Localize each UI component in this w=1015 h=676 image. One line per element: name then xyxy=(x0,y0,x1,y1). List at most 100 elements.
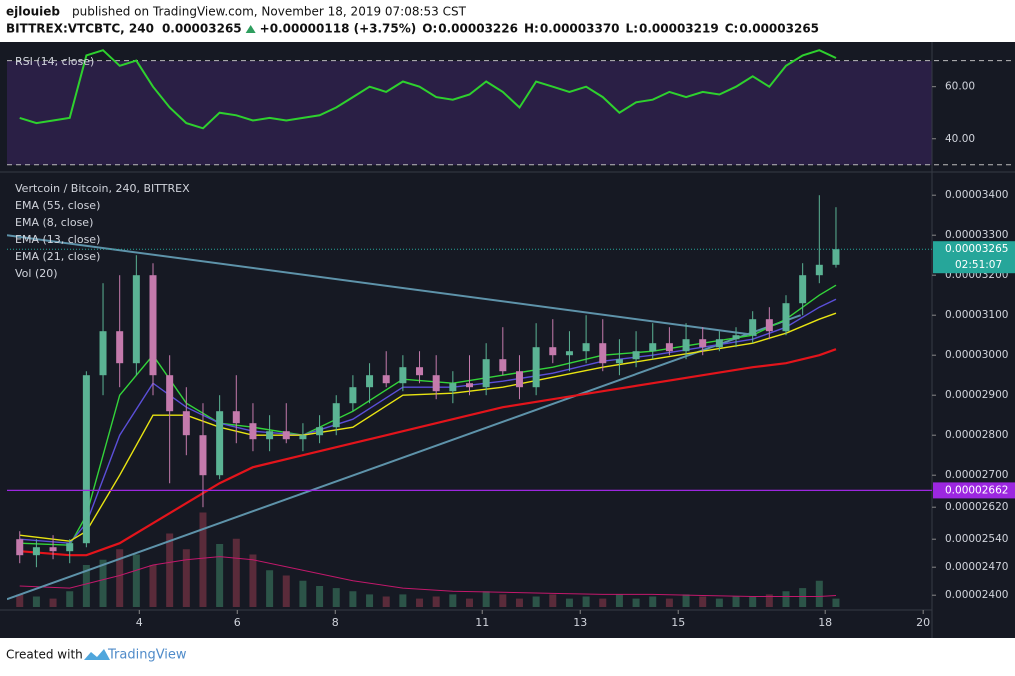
candle-body xyxy=(782,303,790,332)
candle-body xyxy=(382,375,390,384)
trendline xyxy=(7,234,757,337)
y-tick-label: 0.00003300 xyxy=(945,229,1008,241)
x-tick-label: 15 xyxy=(671,616,685,629)
volume-bar xyxy=(349,591,357,607)
candle-body xyxy=(715,339,723,348)
volume-label: Vol (20) xyxy=(15,267,58,280)
candle-body xyxy=(249,423,257,440)
ohlc-label: C: xyxy=(725,22,739,36)
candle-body xyxy=(832,249,840,265)
rsi-tick-label: 40.00 xyxy=(945,133,975,145)
y-tick-label: 0.00002800 xyxy=(945,429,1008,441)
ohlc-value: 0.00003370 xyxy=(540,22,620,36)
y-tick-label: 0.00002700 xyxy=(945,469,1008,481)
up-arrow xyxy=(245,25,256,33)
last-price: 0.00003265 xyxy=(162,22,242,36)
volume-bar xyxy=(382,596,390,607)
candle-body xyxy=(632,351,640,360)
x-tick-label: 13 xyxy=(573,616,587,629)
candle-body xyxy=(765,319,773,332)
volume-bar xyxy=(532,596,540,607)
candle-body xyxy=(682,339,690,352)
y-tick-label: 0.00002400 xyxy=(945,589,1008,601)
trendline xyxy=(7,314,802,601)
x-tick-label: 4 xyxy=(136,616,143,629)
last-price-label: 0.00003265 xyxy=(945,243,1008,255)
volume-bar xyxy=(765,594,773,607)
volume-bar xyxy=(332,588,340,607)
ema-line xyxy=(19,348,837,557)
candle-body xyxy=(66,543,74,552)
volume-bar xyxy=(482,591,490,607)
candle-body xyxy=(599,343,607,364)
ohlc-label: H: xyxy=(524,22,539,36)
rsi-tick-label: 60.00 xyxy=(945,81,975,93)
symbol: BITTREX:VTCBTC, 240 xyxy=(6,22,154,36)
volume-bar xyxy=(466,598,473,607)
volume-bar xyxy=(366,594,374,607)
volume-bar xyxy=(266,570,274,607)
candle-body xyxy=(699,339,707,348)
candle-body xyxy=(149,275,157,376)
volume-bar xyxy=(832,598,840,607)
change: +0.00000118 (+3.75%) xyxy=(260,22,417,36)
volume-bar xyxy=(116,549,124,607)
volume-bar xyxy=(216,544,224,607)
volume-bar xyxy=(199,512,207,607)
candle-body xyxy=(649,343,657,352)
rsi-line xyxy=(19,49,837,130)
published: published on TradingView.com, November 1… xyxy=(72,5,467,19)
ohlc-label: L: xyxy=(626,22,638,36)
candle-body xyxy=(732,335,740,340)
candle-body xyxy=(432,375,440,392)
volume-bar xyxy=(782,591,790,607)
volume-bar xyxy=(699,596,707,607)
candle-body xyxy=(232,411,240,424)
volume-bar xyxy=(299,580,307,607)
volume-bar xyxy=(515,598,523,607)
legend-entry: EMA (21, close) xyxy=(15,250,100,263)
candle-body xyxy=(749,319,757,336)
ohlc-value: 0.00003226 xyxy=(438,22,518,36)
candle-body xyxy=(166,375,174,412)
volume-bar xyxy=(282,575,290,607)
x-tick-label: 20 xyxy=(916,616,930,629)
volume-bar xyxy=(732,596,740,607)
candle-body xyxy=(449,383,457,392)
candle-body xyxy=(99,331,107,376)
x-tick-label: 6 xyxy=(234,616,241,629)
volume-bar xyxy=(565,598,573,607)
countdown: 02:51:07 xyxy=(955,259,1002,271)
x-tick-label: 11 xyxy=(475,616,489,629)
y-tick-label: 0.00003000 xyxy=(945,349,1008,361)
volume-bar xyxy=(316,586,324,607)
candle-body xyxy=(615,359,623,364)
volume-bar xyxy=(166,533,174,607)
volume-bar xyxy=(132,554,140,607)
volume-bar xyxy=(682,594,690,607)
candle-body xyxy=(16,539,24,556)
volume-bar xyxy=(665,598,673,607)
chart-title: Vertcoin / Bitcoin, 240, BITTREX xyxy=(15,182,190,195)
candle-body xyxy=(665,343,673,352)
volume-bar xyxy=(432,596,440,607)
candle-body xyxy=(116,331,124,364)
candle-body xyxy=(299,435,307,440)
volume-bar xyxy=(615,594,623,607)
volume-bar xyxy=(549,594,557,607)
legend-entry: EMA (55, close) xyxy=(15,199,100,212)
volume-bar xyxy=(449,594,457,607)
y-tick-label: 0.00002470 xyxy=(945,561,1008,573)
volume-bar xyxy=(249,554,257,607)
ohlc-label: O: xyxy=(422,22,437,36)
candle-body xyxy=(316,427,324,436)
level-label: 0.00002662 xyxy=(945,484,1008,496)
volume-ma xyxy=(19,556,837,597)
candle-body xyxy=(282,431,290,440)
candle-body xyxy=(182,411,190,436)
candle-body xyxy=(515,371,523,388)
candle-body xyxy=(582,343,590,352)
y-tick-label: 0.00003100 xyxy=(945,309,1008,321)
rsi-band xyxy=(7,61,932,165)
